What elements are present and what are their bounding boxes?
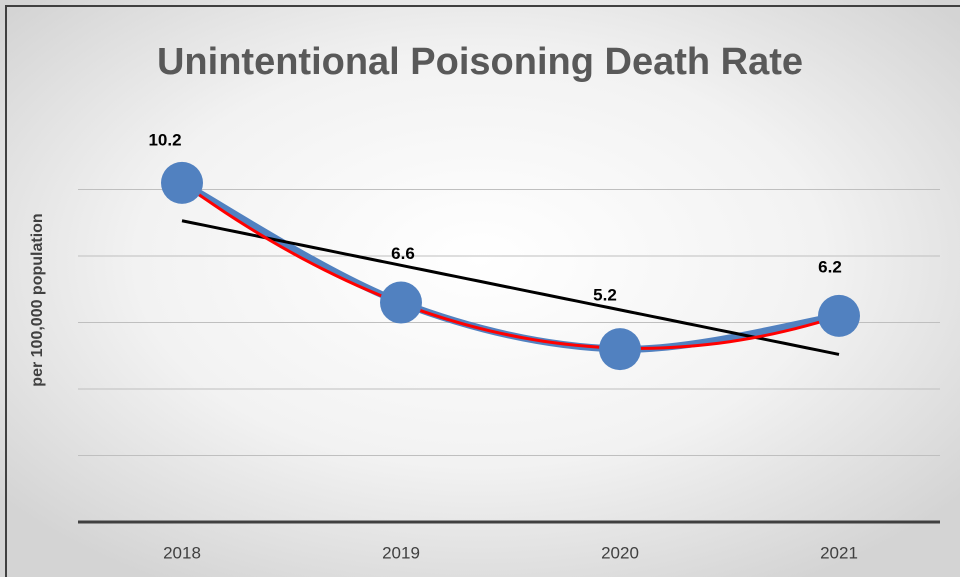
x-tick-label: 2021 <box>820 543 858 562</box>
frame <box>5 5 960 577</box>
data-point <box>380 281 422 324</box>
chart-title: Unintentional Poisoning Death Rate <box>157 41 803 83</box>
x-tick-label: 2020 <box>601 543 639 562</box>
data-point <box>161 161 203 204</box>
data-label: 5.2 <box>593 286 617 305</box>
data-point <box>818 294 860 337</box>
y-axis-label: per 100,000 population <box>29 213 46 386</box>
data-label: 6.2 <box>818 257 842 276</box>
trendline <box>181 219 840 356</box>
data-point <box>599 328 641 371</box>
data-label: 6.6 <box>391 244 415 263</box>
trendline <box>181 181 840 350</box>
x-tick-label: 2018 <box>163 543 201 562</box>
x-tick-label: 2019 <box>382 543 420 562</box>
data-label: 10.2 <box>148 130 181 149</box>
